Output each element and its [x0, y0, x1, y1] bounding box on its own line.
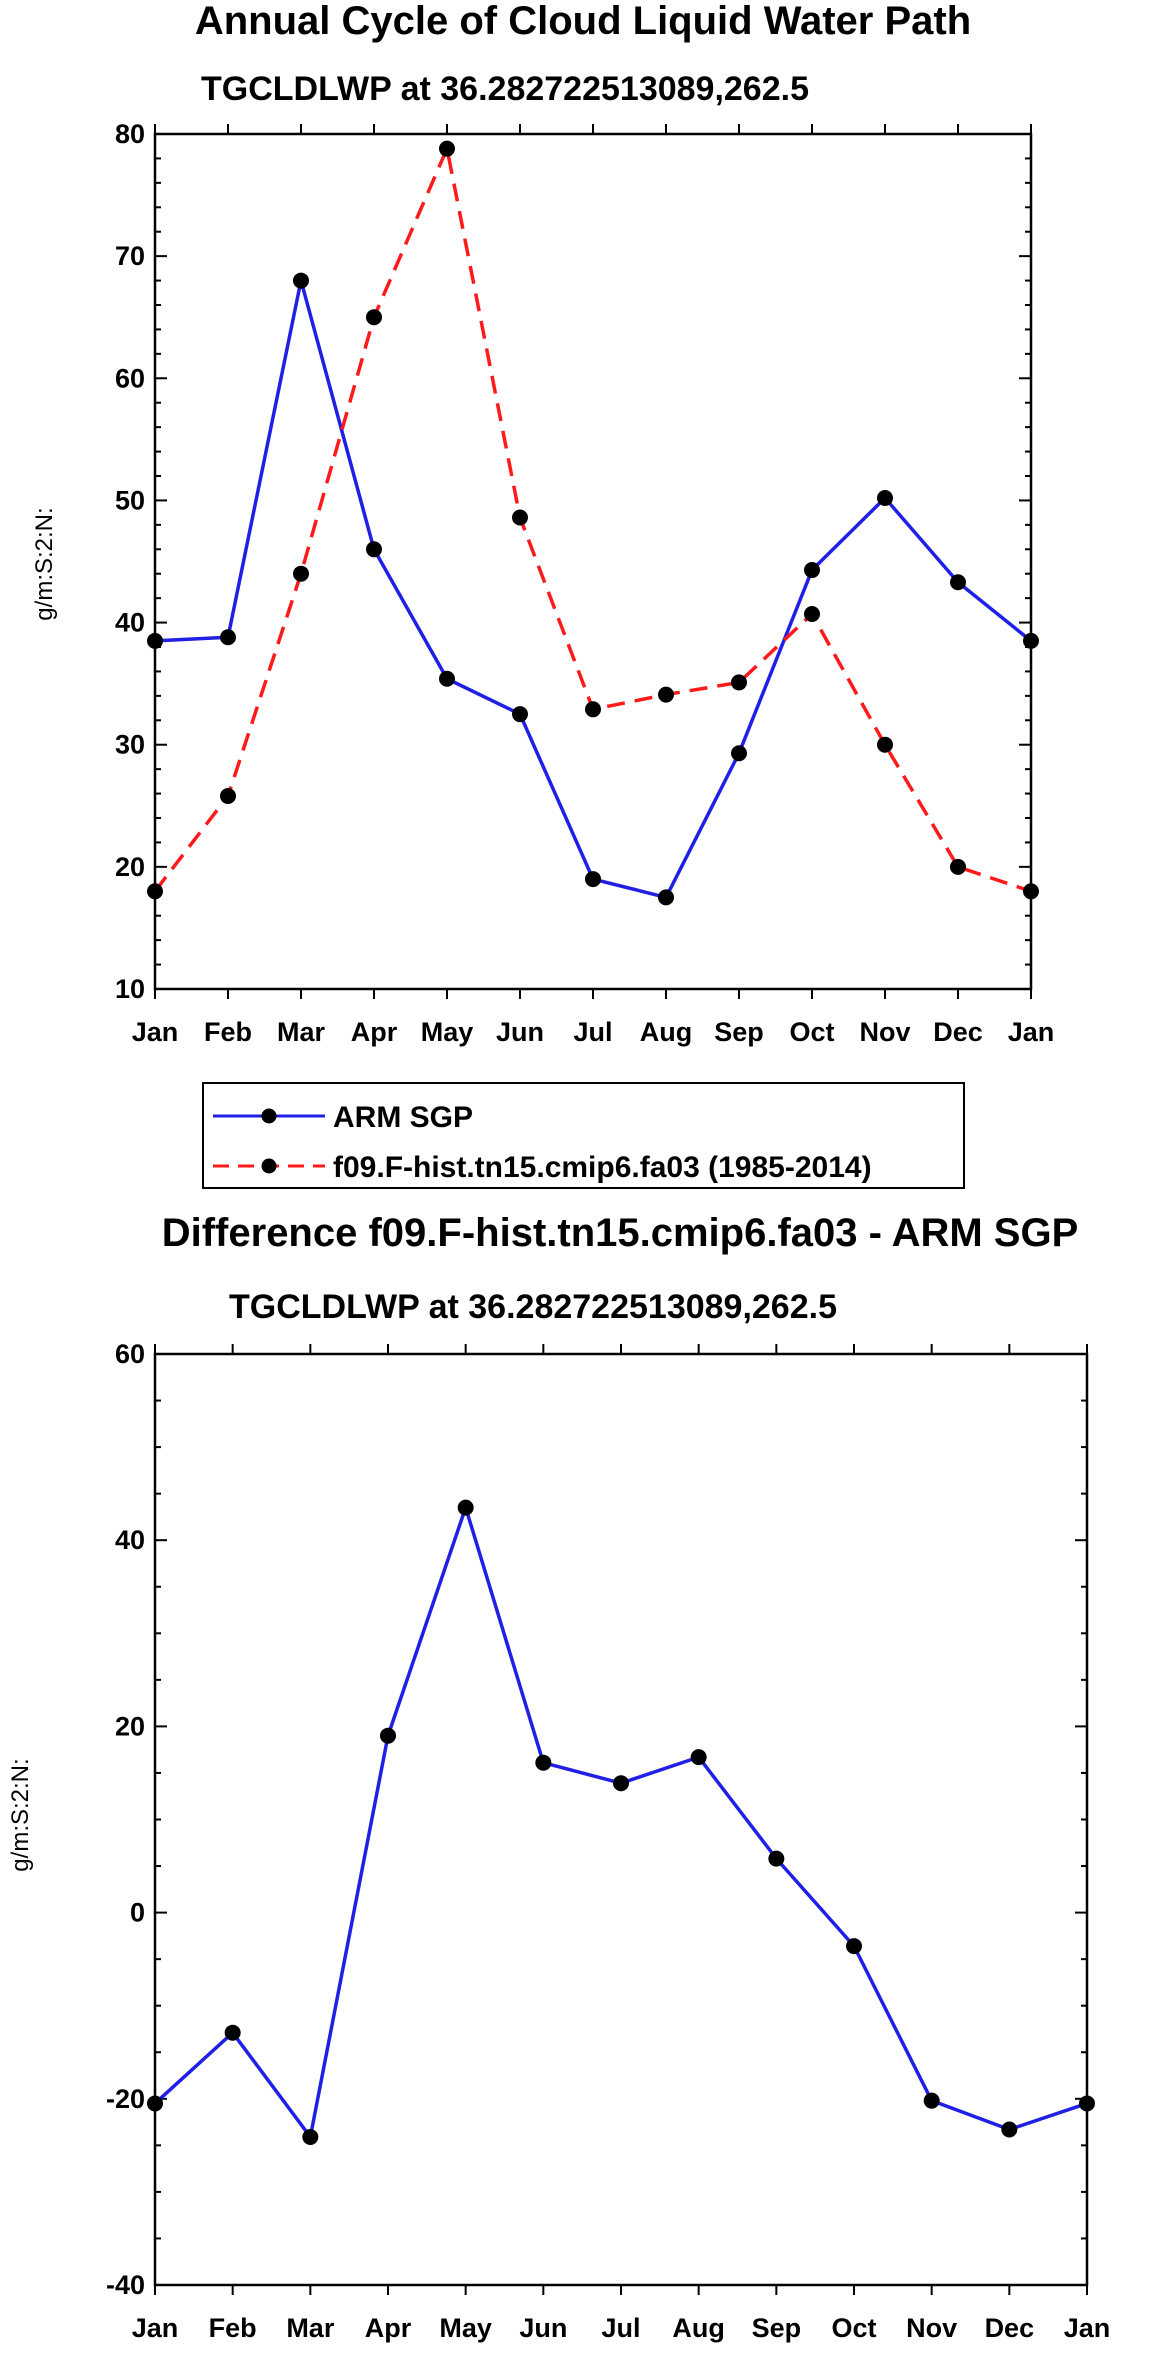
- chart1-series-0-point: [220, 629, 236, 646]
- chart2-xtick-label: Oct: [831, 2313, 876, 2343]
- chart1-xtick-label: May: [421, 1017, 474, 1047]
- chart2-series-0-point: [768, 1850, 785, 1867]
- chart2-xtick-label: May: [439, 2313, 492, 2343]
- chart1-ytick-label: 30: [115, 730, 145, 760]
- chart2-ytick-label: -40: [106, 2270, 145, 2300]
- chart1-series-0-point: [147, 632, 163, 649]
- chart1-series-line-1: [153, 146, 1032, 893]
- chart2-xtick-label: Jun: [519, 2313, 567, 2343]
- chart1-xtick-label: Mar: [277, 1017, 326, 1047]
- chart1-series-1-point: [1023, 883, 1039, 900]
- chart1-xtick-label: Jul: [573, 1017, 612, 1047]
- chart1-xtick-label: Sep: [714, 1017, 764, 1047]
- chart1-series-1-point: [220, 788, 236, 805]
- chart2-series-0-point: [1001, 2121, 1018, 2138]
- chart1-series-1-point: [147, 883, 163, 900]
- chart1-ytick-label: 40: [115, 608, 145, 638]
- chart1-series-0-point: [512, 706, 528, 723]
- chart2-ytick-label: 20: [115, 1711, 145, 1741]
- chart2-series-0-point: [302, 2128, 319, 2145]
- chart1-xtick-label: Jan: [132, 1017, 179, 1047]
- chart1-series-1-point: [731, 674, 747, 691]
- chart1-xtick-label: Jun: [496, 1017, 544, 1047]
- chart2-series-0-point: [613, 1775, 629, 1792]
- chart2-title: Difference f09.F-hist.tn15.cmip6.fa03 - …: [162, 1211, 1079, 1255]
- chart1-series-1-point: [804, 606, 820, 623]
- chart1-series-0-point: [439, 670, 455, 687]
- chart1-xtick-label: Jan: [1008, 1017, 1055, 1047]
- chart1-series-0-point: [804, 562, 820, 579]
- chart1-series-0-point: [658, 889, 674, 906]
- chart2-series-0-point: [457, 1499, 474, 1516]
- chart1-ytick-label: 70: [115, 241, 145, 271]
- chart1-xtick-label: Feb: [204, 1017, 252, 1047]
- chart1-ytick-label: 10: [115, 974, 145, 1004]
- chart1-ytick-label: 50: [115, 485, 145, 515]
- legend-marker-model: [261, 1158, 277, 1174]
- chart2-ylabel: g/m:S:2:N:: [7, 1758, 34, 1871]
- chart1-ytick-label: 80: [115, 119, 145, 149]
- chart2-subtitle: TGCLDLWP at 36.282722513089,262.5: [229, 1288, 837, 1326]
- chart2-ytick-label: 40: [115, 1525, 145, 1555]
- chart1-xtick-label: Dec: [933, 1017, 983, 1047]
- chart2-frame: [153, 1352, 1089, 2287]
- chart1-ylabel: g/m:S:2:N:: [31, 507, 58, 620]
- chart2-ytick-label: 60: [115, 1339, 145, 1369]
- chart1-series-0-point: [585, 871, 601, 888]
- chart1-ytick-label: 60: [115, 363, 145, 393]
- chart2-series-0-point: [224, 2024, 241, 2041]
- chart1-series-1-point: [585, 701, 601, 718]
- chart2-xtick-label: Jul: [601, 2313, 640, 2343]
- chart1-xtick-label: Nov: [859, 1017, 910, 1047]
- chart1-frame: [153, 132, 1033, 991]
- chart2-ytick-label: 0: [130, 1898, 145, 1928]
- chart2-series-0-point: [923, 2092, 940, 2109]
- chart1-series-1-point: [293, 565, 309, 582]
- chart1-xtick-label: Apr: [351, 1017, 398, 1047]
- chart1-series-1-point: [439, 140, 455, 157]
- chart2-xtick-label: Dec: [985, 2313, 1035, 2343]
- chart1-title: Annual Cycle of Cloud Liquid Water Path: [195, 0, 971, 43]
- chart2-series-0-point: [147, 2095, 163, 2112]
- chart2-series-0-point: [535, 1754, 552, 1771]
- chart1-series-0-point: [293, 272, 309, 289]
- legend-entry-model: f09.F-hist.tn15.cmip6.fa03 (1985-2014): [333, 1151, 872, 1184]
- chart2-plot-area: -40 -20 0 20 40 60 Jan Feb Mar Apr May Jun Jul Aug Sep…: [106, 1339, 1110, 2343]
- chart1-ytick-label: 20: [115, 852, 145, 882]
- chart1-series-1-point: [950, 858, 966, 875]
- chart1-subtitle: TGCLDLWP at 36.282722513089,262.5: [201, 70, 809, 108]
- legend-entry-arm-sgp: ARM SGP: [333, 1101, 473, 1134]
- chart2-series-0-point: [690, 1749, 707, 1766]
- chart2-series-line-0: [153, 1505, 1088, 2139]
- chart2-xtick-label: Jan: [1064, 2313, 1111, 2343]
- chart1-xtick-label: Aug: [640, 1017, 692, 1047]
- chart2-xtick-label: Mar: [286, 2313, 335, 2343]
- chart1-series-1-point: [877, 736, 893, 753]
- chart2-xtick-label: Aug: [672, 2313, 724, 2343]
- chart1-plot-area: 10 20 30 40 50 60 70 80 Jan Feb Mar Apr May Jun Jul Aug…: [115, 119, 1054, 1047]
- chart2-series-0-point: [846, 1938, 862, 1955]
- chart2-xtick-label: Apr: [365, 2313, 412, 2343]
- chart1-xtick-label: Oct: [789, 1017, 834, 1047]
- chart1-series-0-point: [950, 574, 966, 591]
- chart1-series-1-point: [512, 509, 528, 526]
- chart1-series-1-point: [366, 309, 382, 326]
- chart1-series-line-0: [154, 278, 1033, 900]
- chart1-series-0-point: [1023, 632, 1039, 649]
- chart2-xtick-label: Sep: [752, 2313, 802, 2343]
- chart2-xtick-label: Nov: [906, 2313, 957, 2343]
- chart1-series-0-point: [366, 541, 382, 558]
- chart2-series-0-point: [380, 1727, 396, 1744]
- chart1-series-1-point: [658, 686, 674, 703]
- chart2-ytick-label: -20: [106, 2084, 145, 2114]
- legend-marker-arm-sgp: [261, 1108, 277, 1124]
- chart1-legend-box: [202, 1082, 965, 1189]
- chart1-series-0-point: [877, 489, 893, 506]
- chart2-series-0-point: [1079, 2095, 1095, 2112]
- chart1-series-0-point: [731, 745, 747, 762]
- chart2-xtick-label: Feb: [209, 2313, 257, 2343]
- chart2-xtick-label: Jan: [132, 2313, 179, 2343]
